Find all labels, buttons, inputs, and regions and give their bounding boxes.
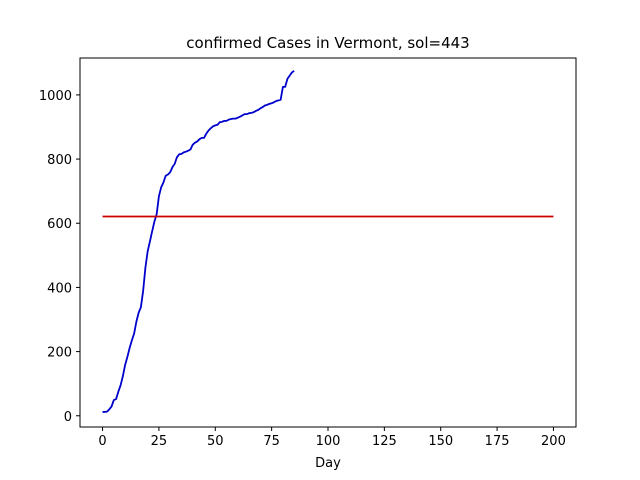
x-axis-label: Day <box>315 456 341 471</box>
x-tick-label: 125 <box>372 434 397 449</box>
y-tick-label: 600 <box>47 217 72 232</box>
y-tick-label: 400 <box>47 281 72 296</box>
y-tick-label: 800 <box>47 153 72 168</box>
x-tick-label: 50 <box>207 434 224 449</box>
x-tick-label: 0 <box>98 434 106 449</box>
y-tick-label: 200 <box>47 346 72 361</box>
x-tick-label: 175 <box>485 434 510 449</box>
y-tick-label: 0 <box>64 410 72 425</box>
x-tick-label: 75 <box>263 434 280 449</box>
x-tick-label: 25 <box>151 434 168 449</box>
series-line-cases <box>102 70 295 413</box>
x-tick-label: 100 <box>316 434 341 449</box>
y-tick-label: 1000 <box>39 89 72 104</box>
x-tick-label: 200 <box>541 434 566 449</box>
x-tick-label: 150 <box>428 434 453 449</box>
plot-area: 0 25 50 75 100 125 150 175 200 0 200 400 600 800 1000 <box>39 57 577 449</box>
chart-title: confirmed Cases in Vermont, sol=443 <box>186 34 469 52</box>
